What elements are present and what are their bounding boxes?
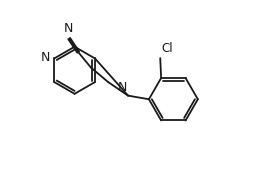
- Text: N: N: [118, 81, 127, 94]
- Text: N: N: [64, 22, 73, 35]
- Text: N: N: [40, 51, 50, 64]
- Text: Cl: Cl: [161, 42, 173, 54]
